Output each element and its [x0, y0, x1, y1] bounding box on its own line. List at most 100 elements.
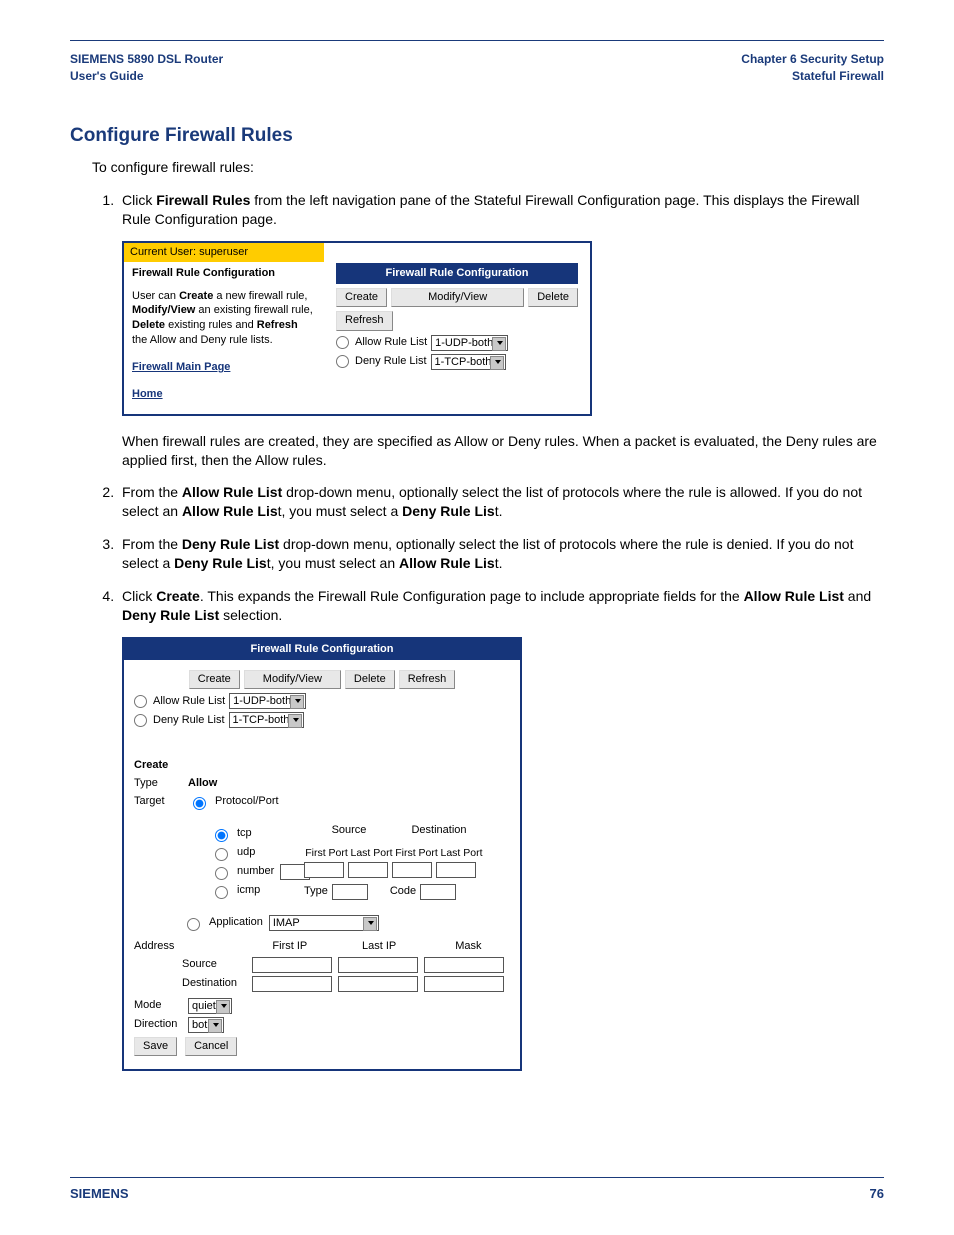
udp-label: udp: [237, 845, 255, 860]
step-3: From the Deny Rule List drop-down menu, …: [118, 535, 884, 573]
refresh-button[interactable]: Refresh: [336, 311, 393, 330]
deny-rule-label: Deny Rule List: [355, 354, 427, 369]
t: a new firewall rule,: [213, 290, 307, 302]
tcp-label: tcp: [237, 826, 252, 841]
allow-rule-dropdown[interactable]: 1-UDP-both: [431, 335, 508, 351]
t: an existing firewall rule,: [195, 304, 312, 316]
icmp-type-label: Type: [304, 884, 328, 899]
step-1: Click Firewall Rules from the left navig…: [118, 191, 884, 469]
icmp-radio[interactable]: [215, 886, 228, 899]
allow-rule-radio[interactable]: [336, 336, 349, 349]
addr-dest-label: Destination: [182, 976, 246, 991]
tcp-radio[interactable]: [215, 829, 228, 842]
t: Click: [122, 588, 156, 604]
destination-col: Destination: [394, 823, 484, 838]
t: Create: [179, 290, 213, 302]
t: t, you must select a: [278, 503, 403, 519]
modify-view-button[interactable]: Modify/View: [391, 288, 524, 307]
t: . This expands the Firewall Rule Configu…: [200, 588, 744, 604]
intro-text: To configure firewall rules:: [92, 158, 884, 177]
allow-rule-dropdown-2[interactable]: 1-UDP-both: [229, 693, 306, 709]
home-link[interactable]: Home: [132, 387, 163, 402]
t: Delete: [132, 319, 165, 331]
application-dropdown[interactable]: IMAP: [269, 915, 379, 931]
left-panel-description: User can Create a new firewall rule, Mod…: [132, 289, 316, 348]
src-first-port-input[interactable]: [304, 862, 344, 878]
refresh-button-2[interactable]: Refresh: [399, 670, 456, 689]
src-mask-input[interactable]: [424, 957, 504, 973]
para-after-shot1: When firewall rules are created, they ar…: [122, 432, 884, 470]
create-button[interactable]: Create: [336, 288, 387, 307]
panel-title-bar: Firewall Rule Configuration: [336, 263, 578, 284]
t: Deny Rule List: [182, 536, 279, 552]
icmp-code-label: Code: [390, 884, 416, 899]
delete-button-2[interactable]: Delete: [345, 670, 395, 689]
allow-rule-label-2: Allow Rule List: [153, 694, 225, 709]
number-radio[interactable]: [215, 867, 228, 880]
dst-last-ip-input[interactable]: [338, 976, 418, 992]
header-section: Stateful Firewall: [741, 68, 884, 85]
application-label: Application: [209, 915, 263, 930]
allow-rule-radio-2[interactable]: [134, 695, 147, 708]
modify-view-button-2[interactable]: Modify/View: [244, 670, 341, 689]
icmp-label: icmp: [237, 883, 260, 898]
t: Refresh: [257, 319, 298, 331]
dst-mask-input[interactable]: [424, 976, 504, 992]
create-button-2[interactable]: Create: [189, 670, 240, 689]
source-col: Source: [304, 823, 394, 838]
direction-dropdown[interactable]: both: [188, 1017, 224, 1033]
create-heading: Create: [134, 758, 168, 773]
dst-first-port: First Port: [394, 846, 439, 860]
t: Allow Rule Lis: [182, 503, 278, 519]
icmp-type-input[interactable]: [332, 884, 368, 900]
mode-dropdown[interactable]: quiet: [188, 998, 232, 1014]
t: selection.: [219, 607, 282, 623]
step-2: From the Allow Rule List drop-down menu,…: [118, 483, 884, 521]
src-first-ip-input[interactable]: [252, 957, 332, 973]
cancel-button[interactable]: Cancel: [185, 1037, 237, 1056]
save-button[interactable]: Save: [134, 1037, 177, 1056]
t: existing rules and: [165, 319, 257, 331]
dst-last-port-input[interactable]: [436, 862, 476, 878]
t: t.: [495, 503, 503, 519]
deny-rule-radio-2[interactable]: [134, 714, 147, 727]
t: Allow Rule Lis: [399, 555, 495, 571]
panel-title-bar-2: Firewall Rule Configuration: [124, 639, 520, 660]
footer-brand: SIEMENS: [70, 1186, 129, 1201]
t: Create: [156, 588, 200, 604]
firewall-main-page-link[interactable]: Firewall Main Page: [132, 360, 230, 375]
delete-button[interactable]: Delete: [528, 288, 578, 307]
deny-rule-radio[interactable]: [336, 355, 349, 368]
mode-label: Mode: [134, 998, 182, 1013]
udp-radio[interactable]: [215, 848, 228, 861]
section-title: Configure Firewall Rules: [70, 123, 884, 149]
header-chapter: Chapter 6 Security Setup: [741, 51, 884, 68]
t: Deny Rule Lis: [174, 555, 267, 571]
allow-rule-label: Allow Rule List: [355, 335, 427, 350]
type-label: Type: [134, 776, 182, 791]
screenshot-firewall-config-top: Current User: superuser Firewall Rule Co…: [122, 241, 592, 416]
dst-first-port-input[interactable]: [392, 862, 432, 878]
t: the Allow and Deny rule lists.: [132, 334, 273, 346]
src-last-port: Last Port: [349, 846, 394, 860]
src-last-port-input[interactable]: [348, 862, 388, 878]
left-panel-title: Firewall Rule Configuration: [132, 266, 316, 281]
deny-rule-dropdown[interactable]: 1-TCP-both: [431, 354, 507, 370]
first-ip-col: First IP: [248, 939, 331, 954]
dst-last-port: Last Port: [439, 846, 484, 860]
page-footer: SIEMENS 76: [70, 1178, 884, 1201]
t: From the: [122, 536, 182, 552]
deny-rule-dropdown-2[interactable]: 1-TCP-both: [229, 712, 305, 728]
t: From the: [122, 484, 182, 500]
last-ip-col: Last IP: [337, 939, 420, 954]
dst-first-ip-input[interactable]: [252, 976, 332, 992]
protocol-port-radio[interactable]: [193, 797, 206, 810]
src-last-ip-input[interactable]: [338, 957, 418, 973]
t: Allow Rule List: [744, 588, 844, 604]
protocol-port-label: Protocol/Port: [215, 794, 279, 809]
icmp-code-input[interactable]: [420, 884, 456, 900]
application-radio[interactable]: [187, 918, 200, 931]
t: t, you must select an: [267, 555, 399, 571]
t: and: [844, 588, 871, 604]
t: t.: [495, 555, 503, 571]
